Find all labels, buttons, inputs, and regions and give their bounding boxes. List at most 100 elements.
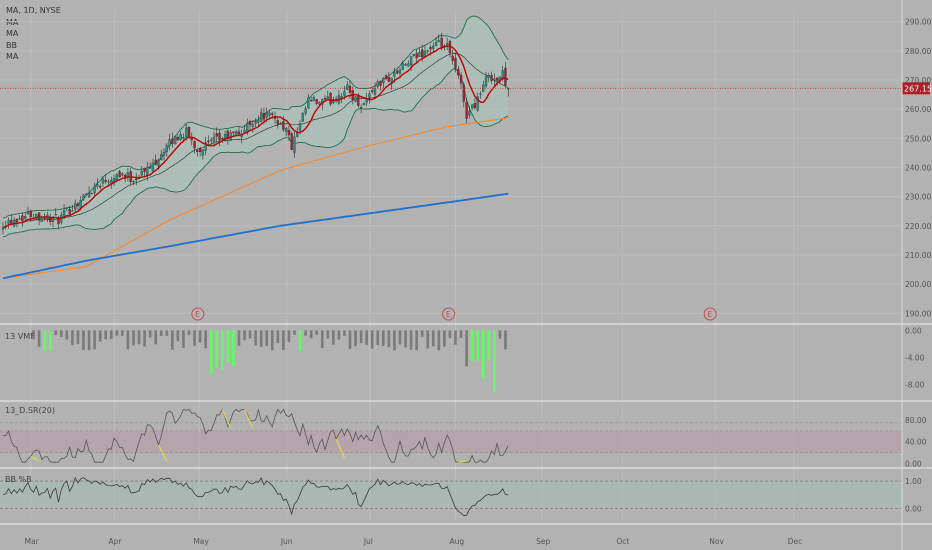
histogram-bar[interactable] bbox=[287, 330, 291, 343]
candle-body[interactable] bbox=[101, 178, 105, 184]
candle-body[interactable] bbox=[68, 209, 71, 215]
candle-body[interactable] bbox=[298, 123, 302, 131]
histogram-bar[interactable] bbox=[504, 330, 507, 350]
candle-body[interactable] bbox=[204, 142, 207, 151]
histogram-bar[interactable] bbox=[71, 330, 74, 345]
histogram-bar[interactable] bbox=[293, 330, 296, 335]
candle-body[interactable] bbox=[312, 97, 316, 101]
candle-body[interactable] bbox=[329, 93, 332, 105]
histogram-bar[interactable] bbox=[182, 330, 185, 348]
candle-body[interactable] bbox=[10, 219, 13, 224]
candle-body[interactable] bbox=[235, 131, 238, 135]
histogram-bar[interactable] bbox=[215, 330, 219, 368]
legend-title[interactable]: MA, 1D, NYSE bbox=[6, 6, 61, 15]
histogram-bar[interactable] bbox=[476, 330, 479, 361]
histogram-bar[interactable] bbox=[304, 330, 307, 336]
candle-body[interactable] bbox=[401, 62, 404, 70]
candle-body[interactable] bbox=[415, 53, 418, 59]
candle-body[interactable] bbox=[132, 180, 135, 182]
candle-body[interactable] bbox=[226, 130, 230, 139]
candle-body[interactable] bbox=[118, 171, 121, 178]
candle-body[interactable] bbox=[251, 124, 254, 127]
candle-body[interactable] bbox=[373, 88, 377, 95]
candle-body[interactable] bbox=[121, 173, 124, 176]
histogram-bar[interactable] bbox=[165, 330, 169, 336]
candle-body[interactable] bbox=[290, 133, 293, 150]
histogram-bar[interactable] bbox=[32, 330, 35, 340]
histogram-bar[interactable] bbox=[332, 330, 335, 345]
candle-body[interactable] bbox=[232, 131, 235, 134]
legend-study-ma-3[interactable]: MA bbox=[6, 52, 19, 61]
histogram-bar[interactable] bbox=[159, 330, 163, 336]
candle-body[interactable] bbox=[465, 102, 468, 119]
candle-body[interactable] bbox=[490, 75, 493, 81]
candle-body[interactable] bbox=[454, 58, 457, 69]
candle-body[interactable] bbox=[65, 207, 68, 209]
histogram-bar[interactable] bbox=[298, 330, 302, 351]
legend-study-bb[interactable]: BB bbox=[6, 40, 17, 50]
histogram-bar[interactable] bbox=[115, 330, 119, 336]
histogram-bar[interactable] bbox=[431, 330, 435, 347]
candle-body[interactable] bbox=[7, 220, 10, 224]
candle-body[interactable] bbox=[257, 120, 260, 123]
candle-body[interactable] bbox=[24, 216, 27, 219]
histogram-bar[interactable] bbox=[315, 330, 318, 335]
candle-body[interactable] bbox=[1, 227, 5, 230]
candle-body[interactable] bbox=[96, 184, 99, 187]
candle-body[interactable] bbox=[326, 96, 329, 99]
candle-body[interactable] bbox=[171, 138, 174, 145]
candle-body[interactable] bbox=[268, 112, 271, 116]
candle-body[interactable] bbox=[446, 43, 449, 45]
histogram-bar[interactable] bbox=[370, 330, 374, 349]
histogram-bar[interactable] bbox=[426, 330, 430, 349]
candle-body[interactable] bbox=[221, 138, 224, 140]
candle-body[interactable] bbox=[40, 218, 44, 222]
histogram-bar[interactable] bbox=[98, 330, 102, 342]
candle-body[interactable] bbox=[404, 64, 407, 66]
candle-body[interactable] bbox=[362, 103, 366, 106]
candle-body[interactable] bbox=[176, 137, 180, 141]
candle-body[interactable] bbox=[376, 81, 379, 87]
earnings-marker-1[interactable] bbox=[442, 307, 456, 321]
candle-body[interactable] bbox=[185, 127, 188, 137]
candle-body[interactable] bbox=[82, 194, 85, 200]
ma-red-line[interactable] bbox=[2, 45, 509, 229]
histogram-bar[interactable] bbox=[198, 330, 202, 343]
candle-body[interactable] bbox=[198, 148, 202, 152]
candle-body[interactable] bbox=[160, 154, 163, 161]
candle-body[interactable] bbox=[282, 121, 285, 130]
candle-body[interactable] bbox=[49, 216, 52, 222]
candle-body[interactable] bbox=[76, 203, 80, 207]
candle-body[interactable] bbox=[271, 113, 274, 115]
stoch-signal-4[interactable] bbox=[335, 438, 345, 459]
candle-body[interactable] bbox=[434, 42, 438, 46]
candle-body[interactable] bbox=[418, 52, 421, 57]
histogram-bar[interactable] bbox=[187, 330, 191, 335]
candle-body[interactable] bbox=[473, 103, 477, 108]
candle-body[interactable] bbox=[93, 186, 96, 194]
candle-body[interactable] bbox=[487, 75, 490, 78]
candle-body[interactable] bbox=[307, 97, 310, 109]
histogram-bar[interactable] bbox=[176, 330, 180, 342]
candle-body[interactable] bbox=[43, 217, 46, 219]
stoch-signal-3[interactable] bbox=[244, 409, 254, 429]
histogram-bar[interactable] bbox=[137, 330, 141, 345]
candle-body[interactable] bbox=[279, 122, 282, 125]
candle-body[interactable] bbox=[493, 78, 496, 81]
candle-body[interactable] bbox=[348, 85, 352, 93]
candle-body[interactable] bbox=[57, 217, 60, 225]
histogram-bar[interactable] bbox=[437, 330, 441, 351]
histogram-bar[interactable] bbox=[465, 330, 468, 367]
candle-body[interactable] bbox=[71, 210, 74, 212]
histogram-bar[interactable] bbox=[65, 330, 69, 340]
stoch-signal-5[interactable] bbox=[458, 460, 467, 463]
candle-body[interactable] bbox=[187, 126, 191, 139]
histogram-bar[interactable] bbox=[93, 330, 96, 350]
candle-body[interactable] bbox=[304, 108, 307, 114]
price-pane[interactable]: 267.15 E E E bbox=[0, 15, 932, 321]
earnings-marker-0[interactable] bbox=[191, 307, 205, 321]
histogram-bar[interactable] bbox=[443, 330, 446, 347]
candle-body[interactable] bbox=[368, 93, 371, 98]
candle-body[interactable] bbox=[51, 216, 55, 222]
